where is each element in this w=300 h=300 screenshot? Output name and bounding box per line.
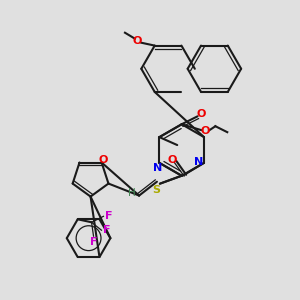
Text: O: O [99,154,108,164]
Text: F: F [103,225,110,235]
Text: O: O [201,126,210,136]
Text: N: N [153,163,162,173]
Text: H: H [128,188,136,198]
Text: O: O [168,155,177,165]
Text: F: F [105,211,112,221]
Text: O: O [197,109,206,119]
Text: O: O [132,36,142,46]
Text: F: F [90,237,97,247]
Text: N: N [194,157,204,167]
Text: S: S [152,184,160,195]
